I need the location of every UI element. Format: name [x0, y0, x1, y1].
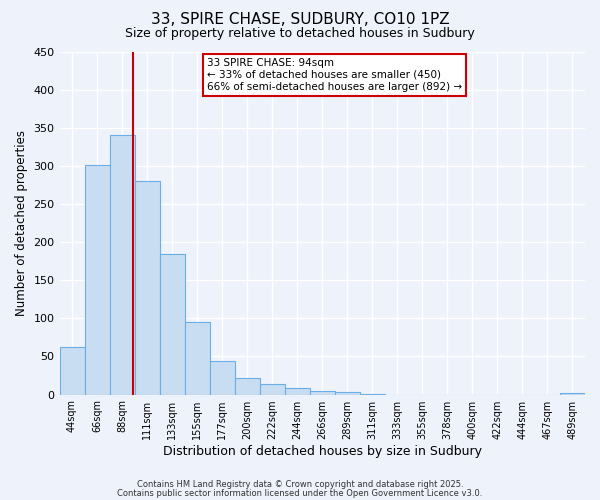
Bar: [85, 165, 110, 394]
X-axis label: Distribution of detached houses by size in Sudbury: Distribution of detached houses by size …: [163, 444, 482, 458]
Bar: [185, 322, 209, 394]
Text: Size of property relative to detached houses in Sudbury: Size of property relative to detached ho…: [125, 28, 475, 40]
Bar: [310, 391, 335, 394]
Bar: [134, 181, 160, 394]
Bar: [335, 392, 360, 394]
Bar: [110, 136, 134, 394]
Bar: [235, 378, 260, 394]
Bar: [160, 254, 185, 394]
Text: Contains HM Land Registry data © Crown copyright and database right 2025.: Contains HM Land Registry data © Crown c…: [137, 480, 463, 489]
Bar: [285, 388, 310, 394]
Bar: [209, 361, 235, 394]
Y-axis label: Number of detached properties: Number of detached properties: [15, 130, 28, 316]
Text: 33, SPIRE CHASE, SUDBURY, CO10 1PZ: 33, SPIRE CHASE, SUDBURY, CO10 1PZ: [151, 12, 449, 28]
Bar: [59, 346, 85, 395]
Bar: [560, 393, 585, 394]
Text: 33 SPIRE CHASE: 94sqm
← 33% of detached houses are smaller (450)
66% of semi-det: 33 SPIRE CHASE: 94sqm ← 33% of detached …: [206, 58, 462, 92]
Text: Contains public sector information licensed under the Open Government Licence v3: Contains public sector information licen…: [118, 488, 482, 498]
Bar: [260, 384, 285, 394]
